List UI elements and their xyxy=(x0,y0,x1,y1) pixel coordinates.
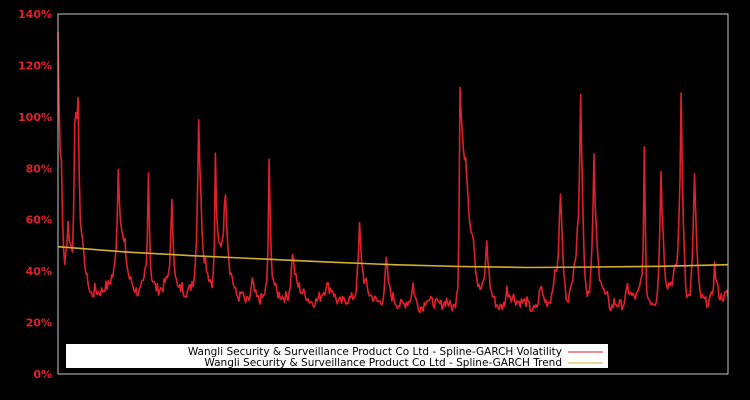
y-tick-label: 80% xyxy=(26,162,52,175)
volatility-line xyxy=(57,32,729,314)
legend: Wangli Security & Surveillance Product C… xyxy=(66,344,608,369)
y-tick-label: 140% xyxy=(18,8,52,21)
y-tick-label: 0% xyxy=(33,368,52,381)
plot-border xyxy=(57,13,729,375)
y-tick-label: 100% xyxy=(18,111,52,124)
legend-label-volatility: Wangli Security & Surveillance Product C… xyxy=(188,346,562,358)
y-tick-label: 20% xyxy=(26,317,52,330)
series-layer xyxy=(57,32,729,314)
y-tick-label: 60% xyxy=(26,214,52,227)
y-axis: 0% 20% 40% 60% 80% 100% 120% 140% xyxy=(18,8,52,381)
y-tick-label: 120% xyxy=(18,59,52,72)
trend-line xyxy=(57,245,729,269)
legend-label-trend: Wangli Security & Surveillance Product C… xyxy=(204,357,562,369)
y-tick-label: 40% xyxy=(26,265,52,278)
legend-box xyxy=(66,344,608,368)
